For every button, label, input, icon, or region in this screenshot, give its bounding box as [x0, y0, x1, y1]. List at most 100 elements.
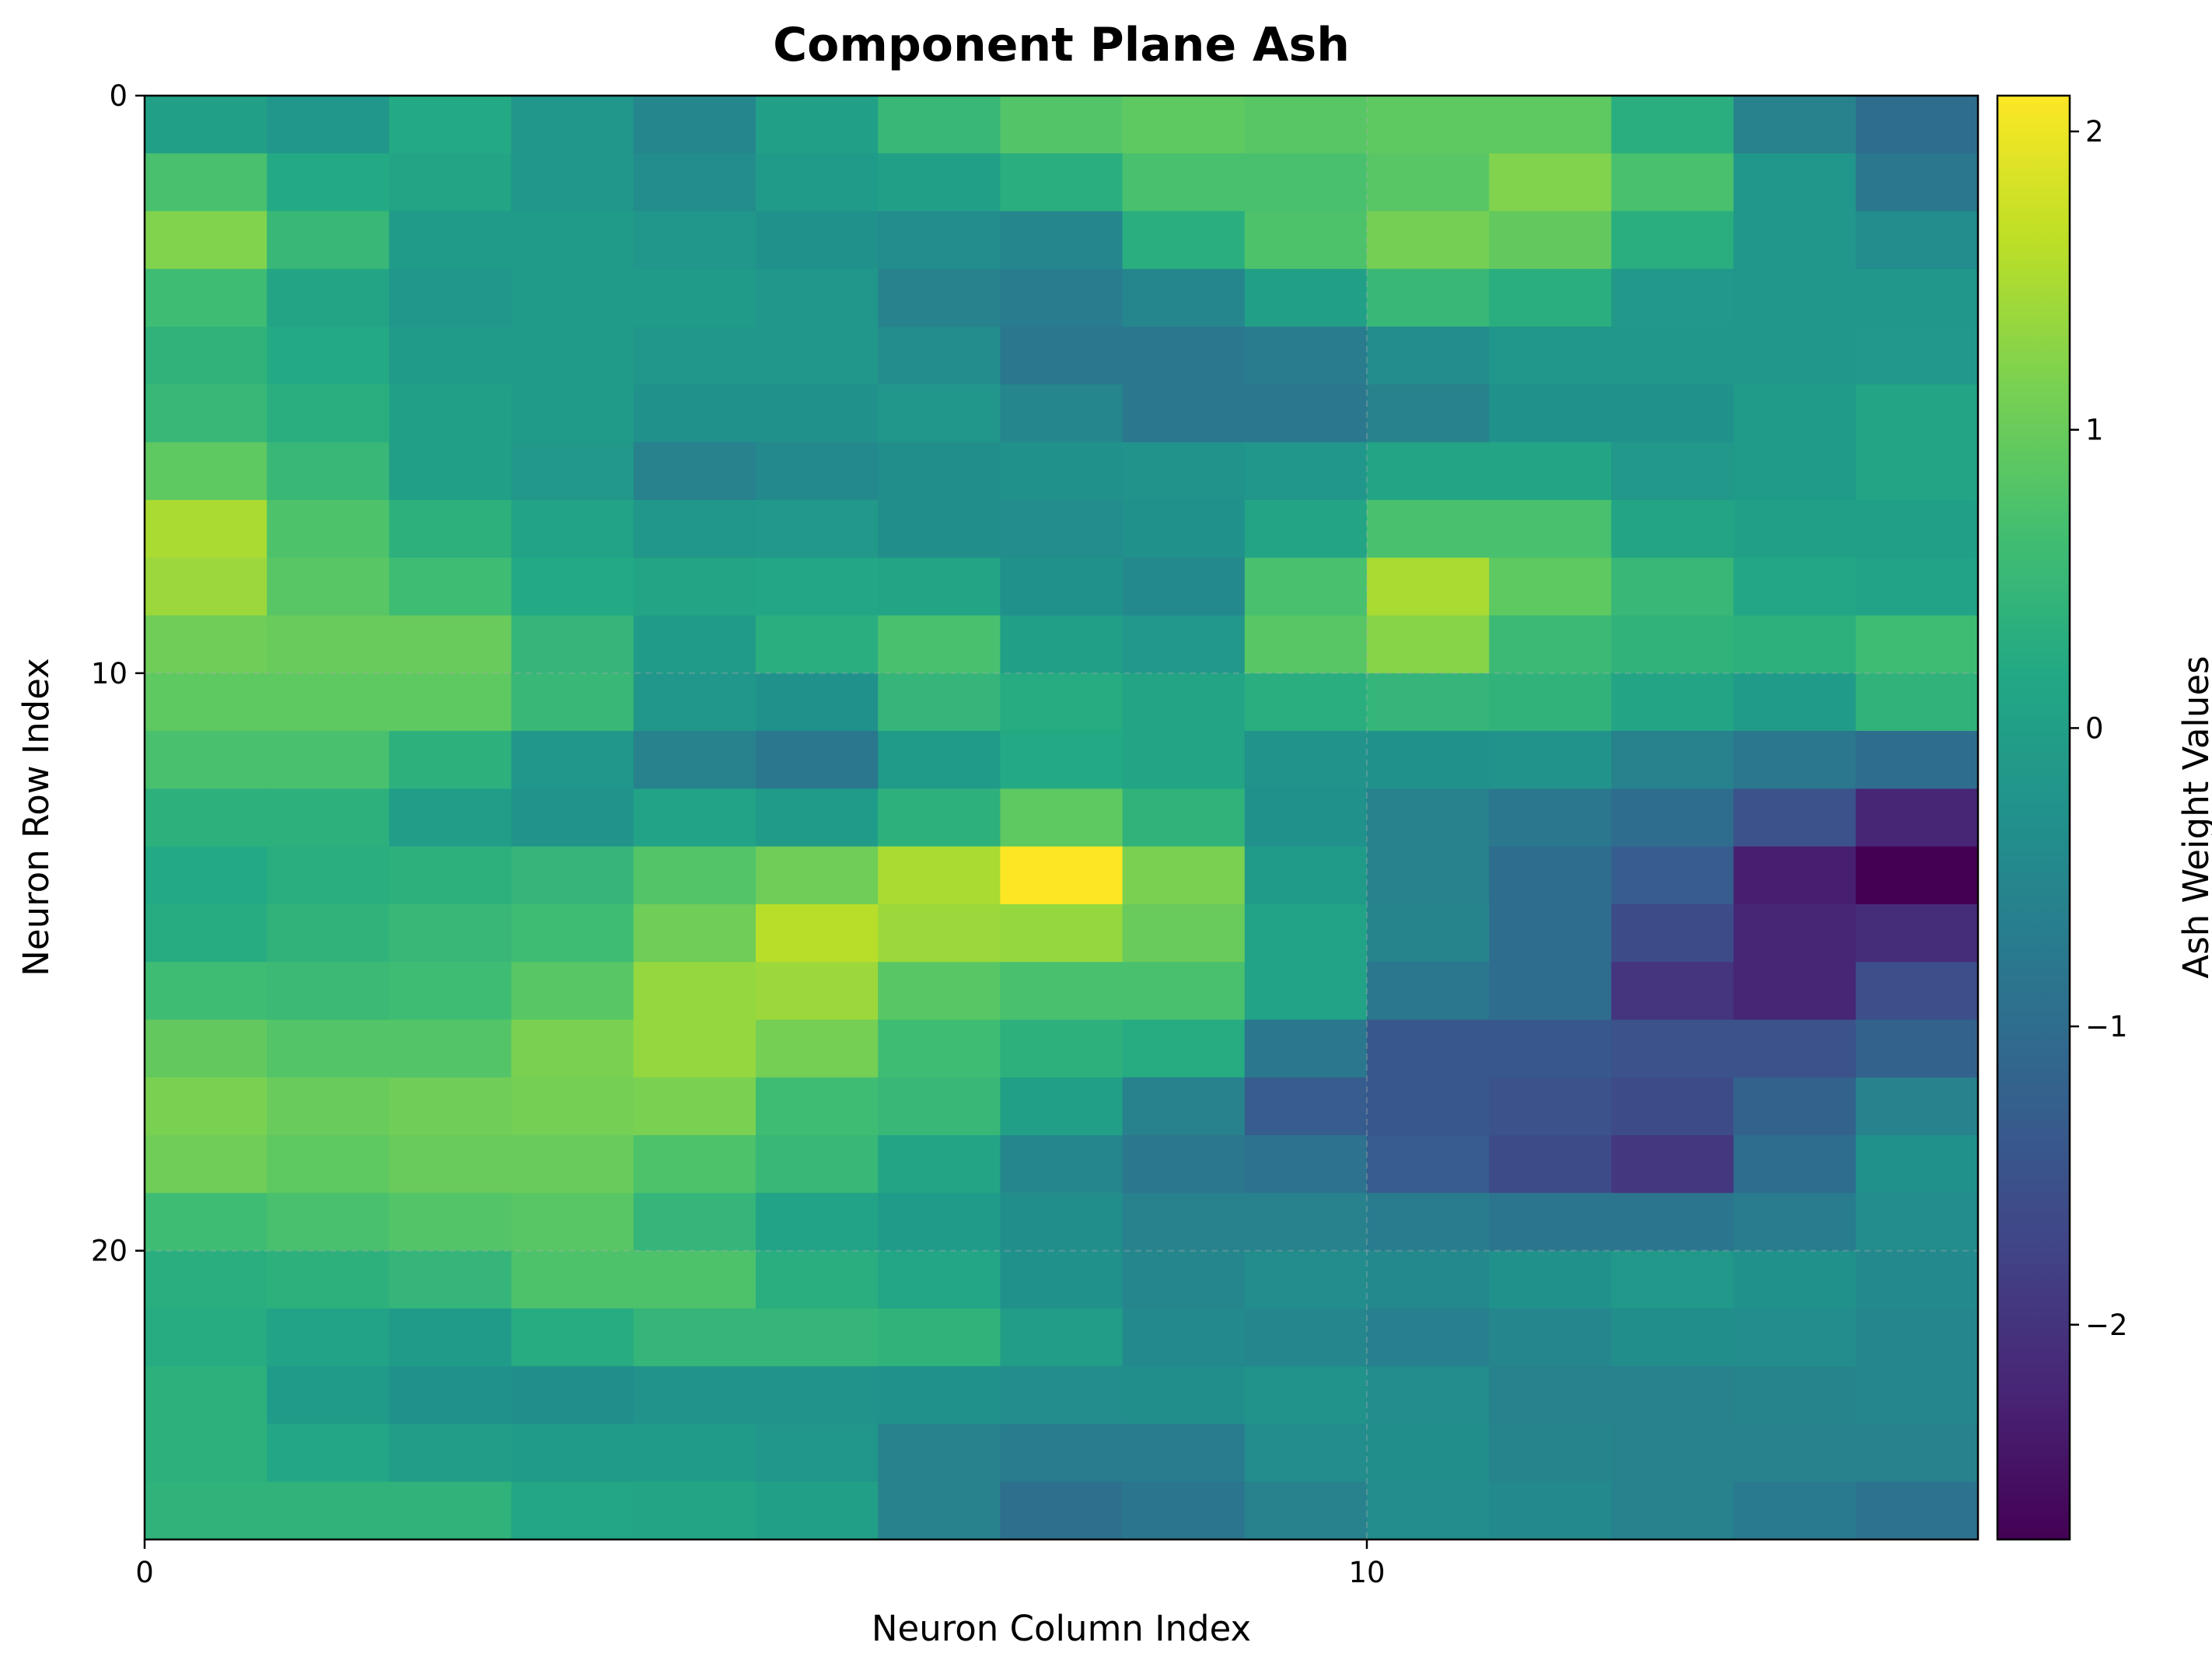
- heatmap-cell: [1122, 1077, 1246, 1136]
- heatmap-cell: [756, 731, 879, 789]
- heatmap-cell: [878, 211, 1001, 270]
- heatmap-cell: [1122, 327, 1246, 385]
- heatmap-cell: [145, 1019, 267, 1078]
- heatmap-cell: [389, 1019, 512, 1078]
- heatmap-cell: [1489, 153, 1612, 212]
- heatmap-cell: [1244, 731, 1368, 789]
- heatmap-cell: [1489, 96, 1612, 154]
- heatmap-cell: [511, 903, 634, 963]
- heatmap-cell: [1733, 962, 1857, 1021]
- heatmap-cell: [1611, 442, 1735, 501]
- heatmap-cell: [1611, 962, 1735, 1021]
- heatmap-cell: [1000, 962, 1123, 1021]
- heatmap-cell: [1855, 673, 1979, 732]
- heatmap-cell: [1611, 1366, 1735, 1425]
- heatmap-cell: [145, 384, 267, 443]
- heatmap-cell: [511, 1019, 634, 1078]
- heatmap-cell: [1611, 499, 1735, 558]
- heatmap-cell: [389, 962, 512, 1021]
- heatmap-cell: [1000, 268, 1123, 327]
- heatmap-cell: [878, 903, 1001, 963]
- heatmap-cell: [756, 1366, 879, 1425]
- heatmap-cell: [1000, 1308, 1123, 1367]
- heatmap-cell: [1122, 731, 1246, 789]
- heatmap-cell: [511, 788, 634, 847]
- heatmap-cell: [1122, 1308, 1246, 1367]
- heatmap-cell: [1000, 1077, 1123, 1136]
- heatmap-cell: [756, 557, 879, 617]
- heatmap-cell: [878, 1308, 1001, 1367]
- heatmap-cell: [145, 442, 267, 501]
- heatmap-cell: [1244, 1019, 1368, 1078]
- heatmap-cell: [1122, 1193, 1246, 1252]
- heatmap-cell: [878, 384, 1001, 443]
- heatmap-cell: [1000, 673, 1123, 732]
- y-axis-label: Neuron Row Index: [16, 658, 57, 977]
- heatmap-cell: [1000, 1481, 1123, 1540]
- heatmap-cell: [1489, 615, 1612, 674]
- heatmap-cell: [1611, 731, 1735, 789]
- heatmap-cell: [1733, 1424, 1857, 1483]
- heatmap-cell: [511, 1366, 634, 1425]
- heatmap-cell: [756, 788, 879, 847]
- heatmap-cell: [878, 1135, 1001, 1193]
- heatmap-cell: [756, 211, 879, 270]
- heatmap-cell: [267, 1019, 390, 1078]
- heatmap-cell: [1122, 1481, 1246, 1540]
- heatmap-cell: [1855, 1135, 1979, 1193]
- heatmap-cell: [1122, 846, 1246, 905]
- heatmap-cell: [145, 673, 267, 732]
- heatmap-cell: [267, 615, 390, 674]
- heatmap-cell: [756, 1077, 879, 1136]
- heatmap-cell: [1367, 1019, 1490, 1078]
- heatmap-cell: [1000, 327, 1123, 385]
- heatmap-cell: [1611, 903, 1735, 963]
- heatmap-cell: [1611, 1193, 1735, 1252]
- heatmap-cell: [633, 788, 757, 847]
- heatmap-cell: [145, 153, 267, 212]
- heatmap-cell: [511, 1077, 634, 1136]
- heatmap-cell: [756, 962, 879, 1021]
- heatmap-cell: [145, 268, 267, 327]
- y-tick-label: 0: [109, 79, 128, 113]
- heatmap-cell: [1855, 1250, 1979, 1309]
- heatmap-cell: [1611, 557, 1735, 617]
- heatmap-cell: [1122, 1019, 1246, 1078]
- heatmap-cell: [1733, 673, 1857, 732]
- heatmap-cell: [389, 903, 512, 963]
- heatmap-cell: [145, 1250, 267, 1309]
- heatmap-cell: [1244, 1308, 1368, 1367]
- heatmap-cell: [145, 1308, 267, 1367]
- colorbar: [1996, 94, 2071, 1541]
- heatmap-cell: [389, 1481, 512, 1540]
- heatmap-cell: [1244, 442, 1368, 501]
- heatmap-cell: [1122, 903, 1246, 963]
- heatmap-cell: [633, 903, 757, 963]
- heatmap-cell: [145, 557, 267, 617]
- heatmap-cell: [389, 384, 512, 443]
- heatmap-cell: [1367, 1424, 1490, 1483]
- heatmap-cell: [878, 1424, 1001, 1483]
- heatmap-cell: [145, 788, 267, 847]
- heatmap-cell: [1000, 731, 1123, 789]
- heatmap-cell: [389, 153, 512, 212]
- heatmap-cell: [1855, 153, 1979, 212]
- heatmap-cell: [1244, 499, 1368, 558]
- heatmap-cell: [145, 96, 267, 154]
- heatmap-cell: [145, 962, 267, 1021]
- heatmap-cell: [1733, 1366, 1857, 1425]
- heatmap-cell: [511, 1481, 634, 1540]
- plot-frame: [143, 94, 1980, 1541]
- heatmap-cell: [1733, 211, 1857, 270]
- heatmap-cell: [1733, 327, 1857, 385]
- heatmap-cell: [389, 1424, 512, 1483]
- heatmap-cell: [267, 1250, 390, 1309]
- heatmap-cell: [145, 903, 267, 963]
- heatmap-cell: [633, 384, 757, 443]
- heatmap-cell: [1489, 384, 1612, 443]
- heatmap-cell: [1122, 96, 1246, 154]
- heatmap-cell: [1000, 1193, 1123, 1252]
- heatmap-cell: [1244, 1481, 1368, 1540]
- heatmap-cell: [1611, 268, 1735, 327]
- heatmap-cell: [1000, 211, 1123, 270]
